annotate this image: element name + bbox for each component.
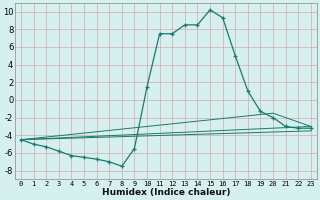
X-axis label: Humidex (Indice chaleur): Humidex (Indice chaleur) [102, 188, 230, 197]
